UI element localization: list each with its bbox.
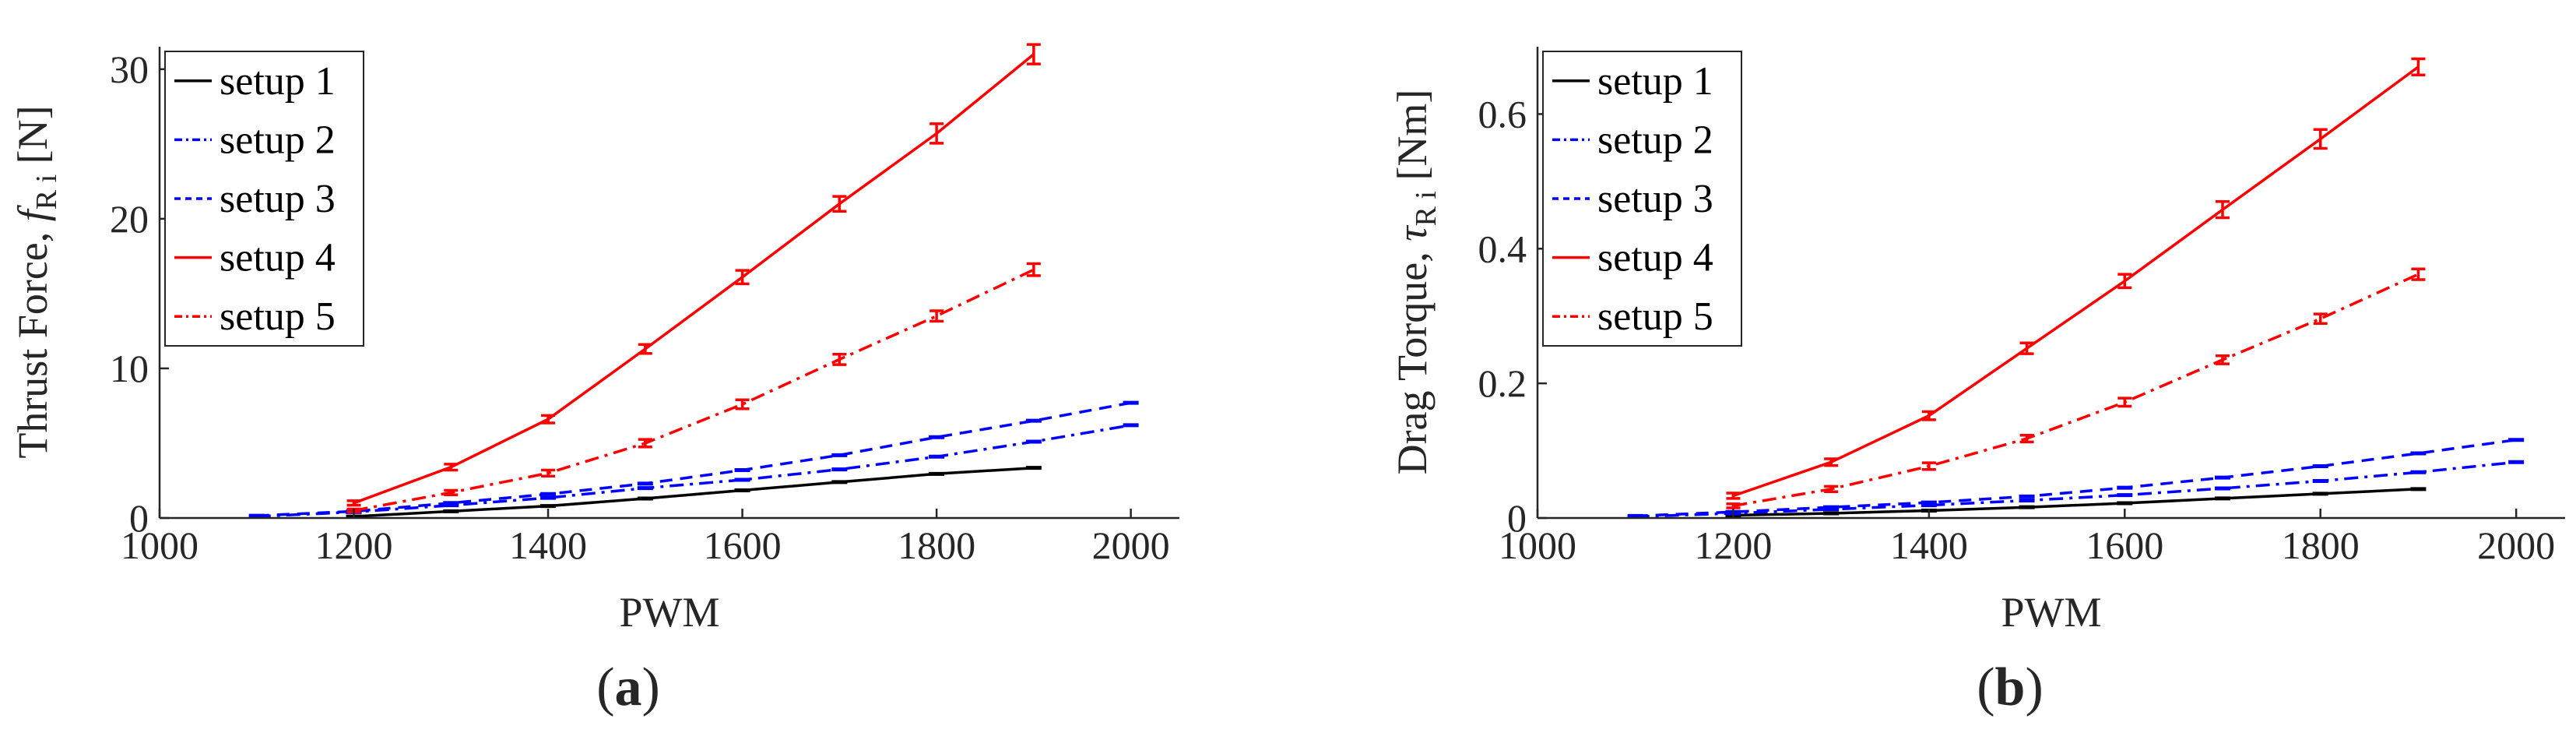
y-tick-label-b-2: 0.2 — [1478, 361, 1527, 405]
error-bar-b-5-7 — [2313, 312, 2328, 325]
y-axis-label-prefix-b: Drag Torque, — [1389, 241, 1436, 475]
series-line-a-4 — [353, 53, 1035, 505]
x-tick-label-a-5: 1800 — [898, 523, 975, 567]
x-tick-label-b-2: 1200 — [1694, 523, 1772, 567]
series-layer-a — [248, 43, 1139, 519]
y-tick-label-a-1: 0 — [129, 496, 149, 540]
series-line-a-1 — [353, 466, 1035, 518]
y-axis-label-subscript-b: R i — [1410, 191, 1443, 226]
error-bar-a-4-2 — [444, 463, 459, 472]
x-tick-label-b-5: 1800 — [2282, 523, 2360, 567]
series-line-b-5 — [1733, 273, 2420, 508]
x-axis-label-a: PWM — [619, 589, 719, 636]
legend-label-a-4: setup 4 — [220, 236, 336, 280]
x-tick-label-a-3: 1400 — [509, 523, 587, 567]
error-bar-a-4-6 — [832, 195, 847, 213]
error-bar-a-4-8 — [1026, 43, 1041, 65]
series-layer-b — [1627, 57, 2525, 519]
error-bar-a-4-5 — [735, 269, 750, 286]
error-bar-b-4-6 — [2216, 200, 2230, 220]
error-bar-b-5-4 — [2019, 433, 2034, 444]
x-tick-label-b-6: 2000 — [2477, 523, 2555, 567]
y-tick-label-a-3: 20 — [110, 197, 149, 241]
x-tick-label-b-4: 1600 — [2086, 523, 2163, 567]
series-line-b-4 — [1732, 65, 2420, 498]
y-axis-label-prefix-a: Thrust Force, — [9, 221, 56, 458]
x-axis-label-b: PWM — [2001, 589, 2101, 636]
y-tick-label-a-2: 10 — [110, 347, 149, 390]
error-bar-a-5-5 — [735, 398, 750, 411]
panel-b: 1000 1200 1400 1600 1800 2000 0 0.2 0.4 0.6 PWM D… — [1389, 47, 2565, 717]
y-tick-label-a-4: 30 — [110, 48, 149, 91]
error-bar-b-4-8 — [2411, 57, 2426, 77]
error-bar-b-5-1 — [1726, 502, 1741, 509]
error-bar-a-5-7 — [930, 309, 944, 323]
error-bar-a-5-4 — [638, 438, 652, 449]
error-bar-b-4-1 — [1726, 492, 1741, 500]
error-bar-b-5-5 — [2117, 396, 2132, 408]
legend-label-b-1: setup 1 — [1597, 59, 1713, 104]
error-bar-a-5-3 — [541, 468, 556, 477]
y-axis-label-symbol-b: τ — [1389, 225, 1436, 241]
x-tick-label-b-3: 1400 — [1890, 523, 1968, 567]
x-tick-label-a-4: 1600 — [704, 523, 782, 567]
error-bar-b-4-2 — [1824, 457, 1839, 467]
x-tick-label-b-1: 1000 — [1499, 523, 1576, 567]
y-tick-label-b-1: 0 — [1507, 496, 1527, 540]
panel-label-a: (a) — [596, 657, 660, 717]
error-bar-b-5-2 — [1824, 485, 1839, 494]
error-bar-a-4-4 — [638, 343, 652, 355]
legend-label-a-5: setup 5 — [220, 294, 336, 339]
y-axis-label-unit-b: [Nm] — [1389, 90, 1436, 191]
y-axis-label-subscript-a: R i — [30, 174, 63, 210]
error-bar-a-5-6 — [832, 352, 847, 366]
axes-a: 1000 1200 1400 1600 1800 2000 0 10 20 30 — [110, 47, 1179, 567]
legend-label-b-3: setup 3 — [1597, 177, 1713, 221]
error-bar-a-4-1 — [346, 499, 361, 507]
panel-label-b: (b) — [1977, 657, 2044, 717]
y-tick-label-b-3: 0.4 — [1478, 227, 1527, 270]
legend-a: setup 1 setup 2 setup 3 setup 4 setup 5 — [164, 51, 364, 347]
error-bar-b-4-4 — [2019, 341, 2034, 355]
error-bar-a-5-8 — [1026, 262, 1041, 277]
series-line-a-3 — [256, 401, 1131, 517]
error-bar-b-4-7 — [2313, 128, 2328, 150]
legend-b: setup 1 setup 2 setup 3 setup 4 setup 5 — [1542, 51, 1742, 347]
error-bar-b-4-5 — [2117, 273, 2132, 290]
x-tick-label-a-6: 2000 — [1092, 523, 1170, 567]
y-axis-label-a: Thrust Force, fR i [N] — [9, 105, 63, 458]
error-bar-b-4-3 — [1921, 410, 1936, 421]
y-axis-label-b: Drag Torque, τR i [Nm] — [1389, 90, 1443, 475]
error-bar-a-5-2 — [444, 488, 459, 496]
y-axis-label-unit-a: [N] — [9, 105, 56, 174]
error-bar-a-4-7 — [930, 122, 944, 145]
legend-label-b-4: setup 4 — [1597, 236, 1713, 280]
error-bar-a-4-3 — [541, 414, 556, 425]
x-tick-label-a-2: 1200 — [315, 523, 393, 567]
error-bar-b-5-8 — [2411, 267, 2426, 281]
series-line-b-3 — [1635, 438, 2517, 518]
x-tick-label-a-1: 1000 — [121, 523, 199, 567]
axes-b: 1000 1200 1400 1600 1800 2000 0 0.2 0.4 0.6 — [1478, 47, 2565, 567]
series-line-a-2 — [256, 424, 1131, 518]
legend-label-a-3: setup 3 — [220, 177, 336, 221]
series-line-b-1 — [1733, 488, 2419, 517]
legend-label-a-2: setup 2 — [220, 118, 336, 162]
y-tick-label-b-4: 0.6 — [1478, 92, 1527, 136]
legend-label-a-1: setup 1 — [220, 59, 336, 104]
panel-a: 1000 1200 1400 1600 1800 2000 0 10 20 30 PWM Thru… — [9, 43, 1179, 717]
legend-label-b-2: setup 2 — [1597, 118, 1713, 162]
legend-label-b-5: setup 5 — [1597, 294, 1713, 339]
error-bar-b-5-3 — [1921, 461, 1936, 471]
series-line-a-5 — [353, 268, 1035, 513]
error-bar-b-5-6 — [2216, 354, 2230, 365]
